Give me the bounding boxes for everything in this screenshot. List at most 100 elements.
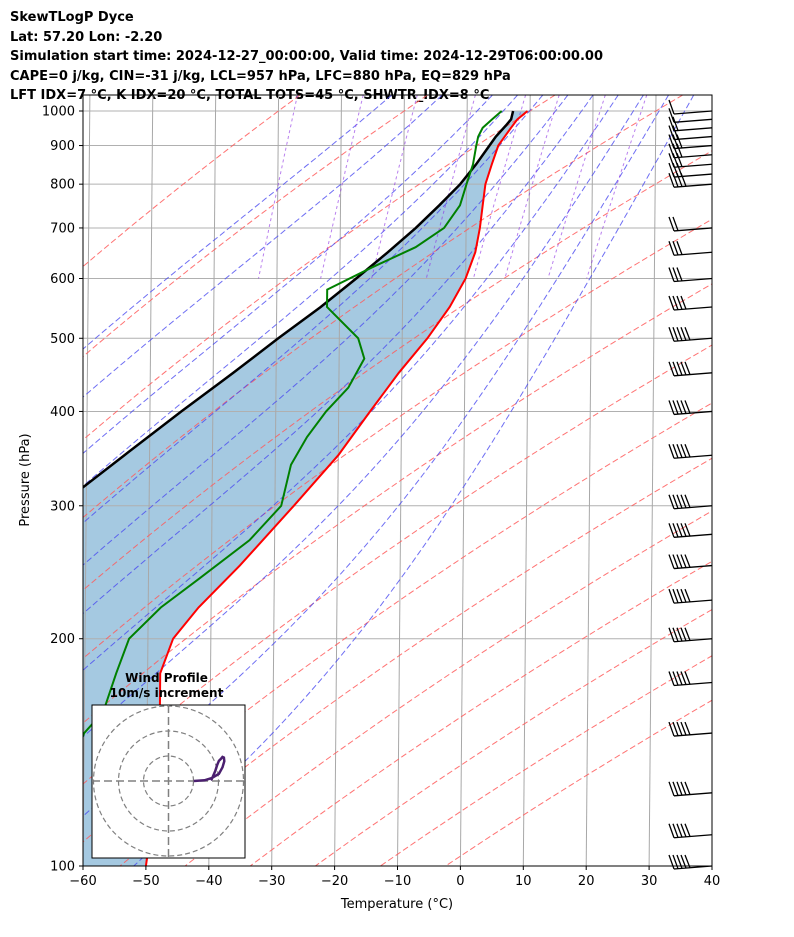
wind-barb-flag: [668, 327, 675, 342]
dry-adiabat: [83, 150, 712, 591]
wind-barb-flag: [680, 295, 687, 310]
dry-adiabat: [119, 457, 712, 866]
wind-barb-flag: [680, 327, 687, 341]
wind-barb-flag: [668, 823, 675, 838]
wind-barb: [668, 116, 713, 132]
wind-barb-flag: [680, 523, 687, 537]
wind-barb-flag: [668, 99, 675, 115]
wind-barb-staff: [673, 792, 713, 797]
wind-barb-staff: [673, 227, 713, 232]
wind-barb-flag: [672, 627, 679, 642]
wind-barb-staff: [673, 118, 713, 123]
wind-barb-staff: [673, 163, 713, 168]
wind-barb-staff: [673, 533, 713, 538]
wind-barb-flag: [676, 523, 683, 537]
wind-barb: [668, 523, 713, 538]
wind-barb: [668, 854, 713, 870]
cin-shading: [83, 111, 528, 866]
wind-barb-flag: [676, 823, 683, 838]
moist-adiabat: [83, 95, 569, 566]
wind-barb-staff: [673, 154, 713, 159]
x-tick-label: 10: [515, 874, 532, 889]
x-tick-label: 20: [578, 874, 595, 889]
header: SkewTLogP Dyce Lat: 57.20 Lon: -2.20 Sim…: [10, 8, 603, 106]
hodograph-title: Wind Profile: [125, 671, 208, 685]
wind-barb-flag: [668, 172, 675, 188]
wind-barb-flag: [668, 116, 675, 132]
wind-barb-flag: [672, 216, 679, 231]
isotherm-20: [585, 95, 594, 866]
wind-barb-flag: [668, 494, 675, 509]
wind-barb: [668, 361, 713, 377]
wind-barb-flag: [668, 554, 675, 569]
wind-barb: [668, 721, 713, 737]
wind-barb-flag: [684, 627, 691, 641]
wind-barb-flag: [676, 781, 683, 796]
wind-barb-flag: [668, 400, 675, 415]
x-tick-label: 0: [456, 874, 464, 889]
dry-adiabat: [83, 95, 684, 519]
dry-adiabat: [83, 283, 712, 724]
wind-barb-flag: [668, 125, 675, 140]
wind-barb-flag: [668, 781, 675, 797]
y-tick-label: 600: [50, 272, 75, 287]
wind-barb: [668, 172, 713, 188]
isotherm-40: [711, 810, 712, 866]
wind-barb-flag: [672, 781, 679, 796]
wind-barb-staff: [673, 372, 713, 377]
wind-barb: [668, 443, 713, 459]
wind-barb-flag: [668, 216, 675, 232]
chart-title: SkewTLogP Dyce: [10, 10, 134, 25]
moist-adiabat: [133, 95, 695, 866]
wind-barb-flag: [672, 523, 679, 538]
wind-barb-flag: [676, 400, 683, 415]
wind-barb-flag: [676, 327, 683, 341]
wind-barb-flag: [676, 494, 683, 509]
wind-barb-flag: [680, 627, 687, 642]
mixing-ratio-line: [504, 95, 560, 279]
wind-barb-flag: [684, 823, 691, 837]
x-tick-label: −60: [69, 874, 96, 889]
hodograph-line: [193, 755, 226, 783]
dry-adiabat: [83, 218, 712, 660]
x-tick-label: −40: [195, 874, 222, 889]
wind-barb-flag: [676, 134, 683, 149]
moist-adiabat: [83, 95, 594, 615]
wind-barb-flag: [668, 854, 675, 870]
wind-barb-flag: [684, 443, 691, 458]
wind-barb: [668, 781, 713, 797]
wind-barb-staff: [673, 681, 713, 687]
x-tick-label: 40: [704, 874, 721, 889]
wind-barb-flag: [672, 721, 679, 736]
mixing-ratio-line: [320, 95, 364, 279]
parcel-profile-line: [83, 110, 515, 489]
wind-barb: [668, 327, 713, 342]
wind-barb: [668, 588, 713, 604]
wind-barb-flag: [672, 327, 679, 342]
x-tick-label: −50: [132, 874, 159, 889]
moist-adiabat: [83, 95, 544, 524]
wind-barb-staff: [673, 277, 713, 283]
wind-barb: [668, 108, 713, 123]
wind-barb-flag: [680, 494, 687, 509]
wind-barb-staff: [673, 173, 713, 178]
wind-barb: [668, 125, 713, 141]
wind-barb-flag: [676, 444, 683, 458]
wind-barb-flag: [672, 361, 679, 376]
wind-barb-flag: [684, 327, 691, 341]
wind-barb-staff: [673, 834, 713, 839]
wind-barb-flag: [684, 523, 691, 537]
wind-barb: [668, 295, 713, 311]
wind-barb-flag: [668, 108, 675, 123]
wind-barb-flag: [676, 267, 683, 282]
wind-barb-flag: [672, 494, 679, 509]
wind-barb-flag: [668, 523, 675, 538]
wind-barb-flag: [680, 172, 687, 187]
wind-barb-flag: [672, 671, 679, 686]
y-tick-label: 300: [50, 499, 75, 514]
wind-barb-flag: [676, 627, 683, 642]
wind-barb-flag: [668, 361, 675, 377]
wind-barb-flag: [680, 588, 687, 603]
isotherm-30: [648, 95, 657, 866]
wind-barb-staff: [673, 144, 713, 150]
